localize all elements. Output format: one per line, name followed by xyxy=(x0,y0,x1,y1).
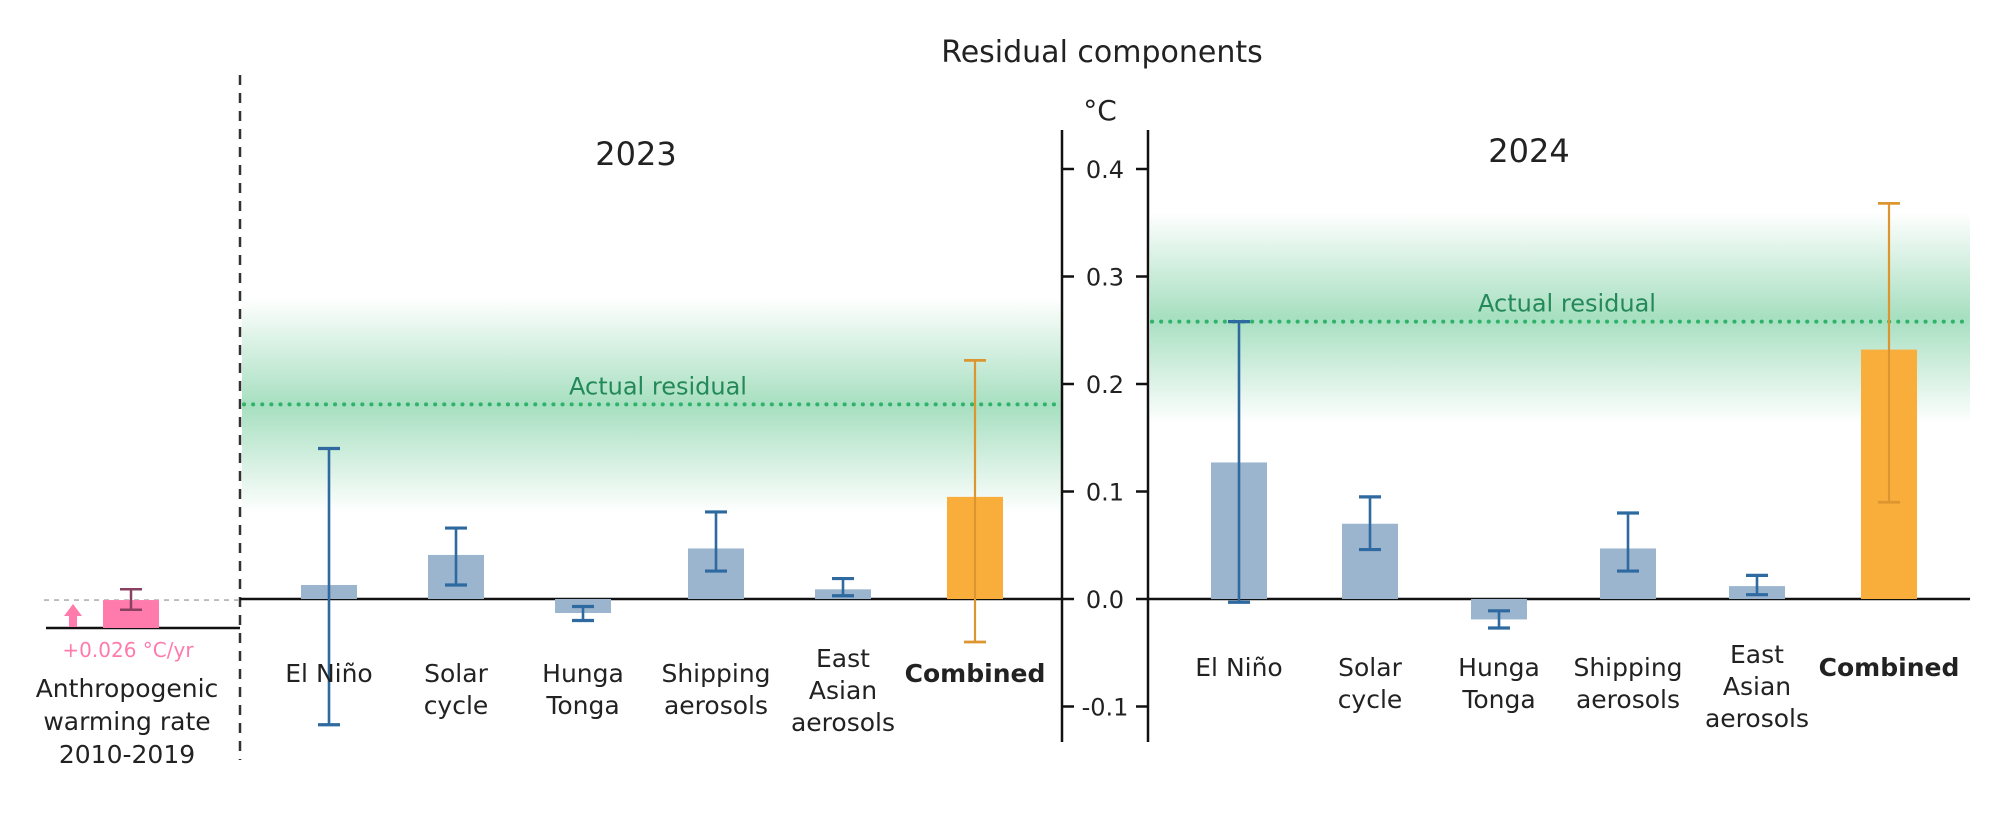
category-label-solar-cycle: Solar xyxy=(424,659,488,688)
category-label-hunga-tonga: Hunga xyxy=(1458,653,1540,682)
reference-category-label: Anthropogenic xyxy=(36,674,219,703)
category-label-east-asian-aerosols: East xyxy=(1730,640,1784,669)
actual-residual-label-2024: Actual residual xyxy=(1478,290,1656,318)
panel-year-label-2024: 2024 xyxy=(1488,132,1569,170)
category-label-hunga-tonga: Tonga xyxy=(545,691,619,720)
category-label-el-ni-o: El Niño xyxy=(1195,653,1282,682)
category-label-combined: Combined xyxy=(905,659,1046,688)
y-tick-label: 0.4 xyxy=(1086,156,1124,184)
category-label-solar-cycle: cycle xyxy=(424,691,489,720)
category-label-east-asian-aerosols: aerosols xyxy=(1705,704,1809,733)
reference-category-label: 2010-2019 xyxy=(59,740,195,769)
category-label-shipping-aerosols: Shipping xyxy=(1573,653,1682,682)
category-label-shipping-aerosols: Shipping xyxy=(661,659,770,688)
panel-year-label-2023: 2023 xyxy=(595,135,676,173)
actual-residual-label-2023: Actual residual xyxy=(569,372,747,400)
category-label-shipping-aerosols: aerosols xyxy=(664,691,768,720)
category-label-shipping-aerosols: aerosols xyxy=(1576,685,1680,714)
y-tick-label: 0.3 xyxy=(1086,264,1124,292)
category-label-el-ni-o: El Niño xyxy=(285,659,372,688)
category-label-combined: Combined xyxy=(1819,653,1960,682)
category-label-east-asian-aerosols: Asian xyxy=(1723,672,1791,701)
chart-title: Residual components xyxy=(941,35,1263,70)
category-label-solar-cycle: cycle xyxy=(1338,685,1403,714)
reference-rate-label: +0.026 °C/yr xyxy=(62,638,194,662)
up-arrow-icon xyxy=(64,604,82,627)
y-tick-label: -0.1 xyxy=(1082,694,1129,722)
category-label-hunga-tonga: Tonga xyxy=(1461,685,1535,714)
category-label-east-asian-aerosols: East xyxy=(816,644,870,673)
chart-body: Actual residual 2023 El Niño Solar cycle Hung… xyxy=(36,75,1970,769)
reference-category-label: warming rate xyxy=(43,707,210,736)
category-label-east-asian-aerosols: aerosols xyxy=(791,708,895,737)
residual-bands xyxy=(242,212,1970,513)
residual-uncertainty-band-2024 xyxy=(1150,212,1970,424)
category-label-solar-cycle: Solar xyxy=(1338,653,1402,682)
y-tick-label: 0.0 xyxy=(1086,586,1124,614)
category-label-hunga-tonga: Hunga xyxy=(542,659,624,688)
y-axis-unit-label: °C xyxy=(1083,94,1117,127)
y-tick-label: 0.1 xyxy=(1086,479,1124,507)
bar-hunga-tonga-2024 xyxy=(1471,599,1527,620)
category-label-east-asian-aerosols: Asian xyxy=(809,676,877,705)
y-tick-label: 0.2 xyxy=(1086,371,1124,399)
